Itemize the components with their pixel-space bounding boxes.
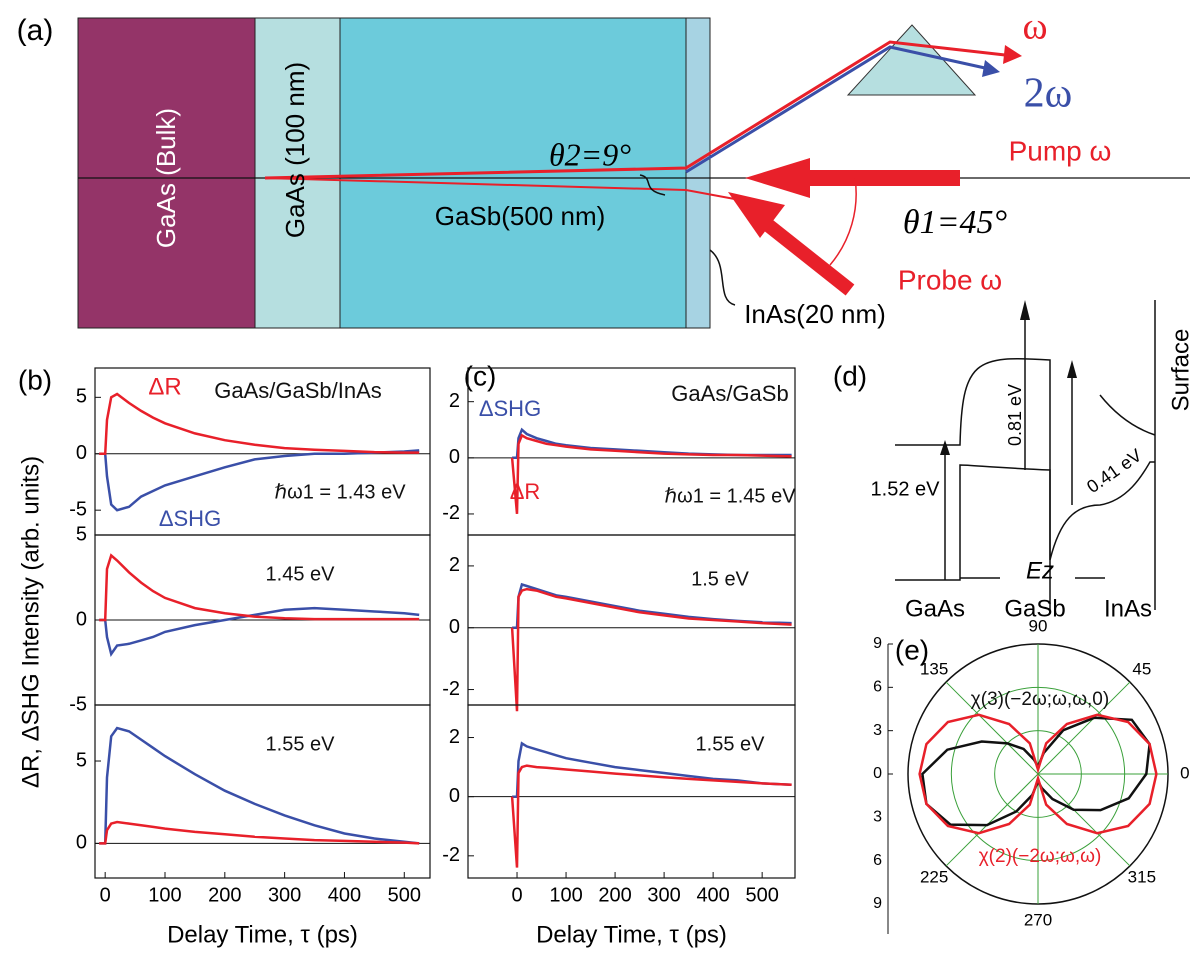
- annotation: ℏω1 = 1.45 eV: [664, 485, 796, 507]
- leader: [710, 250, 735, 305]
- layer-label: GaAs: [905, 595, 965, 622]
- y-tick-label: -5: [69, 498, 87, 520]
- annotation: ΔR: [148, 373, 181, 400]
- panel-label: (b): [18, 364, 52, 395]
- y-tick-label: 0: [76, 608, 87, 630]
- y-tick-label: 2: [449, 726, 460, 748]
- annotation: 1.55 eV: [696, 733, 766, 755]
- x-tick-label: 300: [647, 884, 680, 906]
- probe-arrow: [768, 225, 850, 290]
- arrowhead: [940, 440, 950, 455]
- x-tick-label: 300: [268, 884, 301, 906]
- angle-label: θ2=9°: [549, 136, 631, 172]
- annotation: χ(2)(−2ω;ω,ω): [979, 846, 1102, 867]
- trace: [512, 589, 792, 711]
- y-tick-label: -2: [442, 678, 460, 700]
- x-tick-label: 0: [100, 884, 111, 906]
- theta-tick-label: 225: [920, 867, 948, 886]
- arrowhead: [1020, 300, 1030, 320]
- field-label: Ez: [1026, 557, 1054, 584]
- r-tick-label: 9: [873, 895, 882, 912]
- panel-label: (d): [833, 360, 867, 391]
- y-tick-label: 5: [76, 386, 87, 408]
- layer-label: InAs: [1104, 595, 1152, 622]
- r-tick-label: 0: [873, 765, 882, 782]
- gap-label: 0.81 eV: [1005, 384, 1025, 446]
- y-tick-label: 0: [449, 616, 460, 638]
- y-tick-label: 0: [449, 785, 460, 807]
- page: {"diagram_a":{"label":"(a)","layer_bulk"…: [0, 0, 1202, 965]
- theta-tick-label: 0: [1180, 763, 1189, 782]
- annotation: ΔR: [510, 479, 541, 504]
- annotation: GaAs/GaSb: [671, 381, 788, 406]
- theta-tick-label: 135: [920, 660, 948, 679]
- theta-tick-label: 315: [1128, 867, 1156, 886]
- gap-label: 0.41 eV: [1083, 445, 1145, 497]
- layer-inas: [686, 18, 710, 328]
- trace: [99, 394, 419, 454]
- y-axis-label: ΔR, ΔSHG Intensity (arb. units): [17, 456, 44, 788]
- pump-arrowhead: [745, 158, 810, 198]
- arrow: [1003, 45, 1022, 64]
- r-tick-label: 6: [873, 852, 882, 869]
- y-tick-label: 5: [76, 749, 87, 771]
- annotation: 1.45 eV: [266, 563, 336, 585]
- r-tick-label: 9: [873, 635, 882, 652]
- layer-label: InAs(20 nm): [744, 299, 886, 329]
- annotation: 1.5 eV: [691, 568, 749, 590]
- plot-frame: [95, 705, 430, 878]
- annotation: GaAs/GaSb/InAs: [214, 378, 382, 403]
- arrow: [982, 60, 1000, 77]
- x-tick-label: 100: [148, 884, 181, 906]
- panel-label: (a): [17, 14, 54, 47]
- annotation: 1.55 eV: [266, 733, 336, 755]
- y-tick-label: 2: [449, 390, 460, 412]
- annotation: ℏω1 = 1.43 eV: [274, 481, 406, 503]
- angle-arc: [830, 178, 856, 265]
- trace: [99, 608, 419, 654]
- r-tick-label: 3: [873, 722, 882, 739]
- pump-label: Pump ω: [1009, 135, 1112, 166]
- layer-label: GaAs (Bulk): [151, 108, 181, 248]
- annotation: ΔSHG: [159, 506, 221, 531]
- layer-label: GaSb(500 nm): [435, 201, 606, 231]
- y-tick-label: -5: [69, 693, 87, 715]
- r-tick-label: 6: [873, 679, 882, 696]
- x-tick-label: 400: [696, 884, 729, 906]
- gap-label: 1.52 eV: [871, 478, 941, 500]
- x-axis-label: Delay Time, τ (ps): [536, 921, 727, 948]
- theta-tick-label: 45: [1132, 660, 1151, 679]
- figure: (a) GaAs (Bulk) GaAs (100 nm) GaSb(500 n…: [0, 0, 1202, 965]
- trace: [99, 822, 419, 843]
- angle-label: θ1=45°: [903, 204, 1008, 241]
- annotation: χ(3)(−2ω;ω,ω,0): [971, 689, 1109, 710]
- x-axis-label: Delay Time, τ (ps): [167, 921, 358, 948]
- x-tick-label: 0: [511, 884, 522, 906]
- surface-label: Surface: [1167, 329, 1194, 412]
- omega-label: ω: [1022, 6, 1047, 48]
- x-tick-label: 500: [745, 884, 778, 906]
- arrowhead: [1067, 360, 1077, 378]
- x-tick-label: 100: [549, 884, 582, 906]
- y-tick-label: 5: [76, 523, 87, 545]
- two-omega-label: 2ω: [1024, 71, 1073, 117]
- x-tick-label: 200: [598, 884, 631, 906]
- probe-label: Probe ω: [898, 264, 1002, 295]
- annotation: ΔSHG: [479, 396, 541, 421]
- x-tick-label: 400: [328, 884, 361, 906]
- y-tick-label: -2: [442, 844, 460, 866]
- layer-label: GaAs (100 nm): [280, 62, 310, 238]
- y-tick-label: 0: [76, 442, 87, 464]
- y-tick-label: 0: [449, 446, 460, 468]
- x-tick-label: 200: [208, 884, 241, 906]
- y-tick-label: -2: [442, 502, 460, 524]
- r-tick-label: 3: [873, 809, 882, 826]
- theta-tick-label: 90: [1029, 617, 1048, 636]
- y-tick-label: 0: [76, 832, 87, 854]
- x-tick-label: 500: [388, 884, 421, 906]
- theta-tick-label: 270: [1024, 910, 1052, 929]
- y-tick-label: 2: [449, 554, 460, 576]
